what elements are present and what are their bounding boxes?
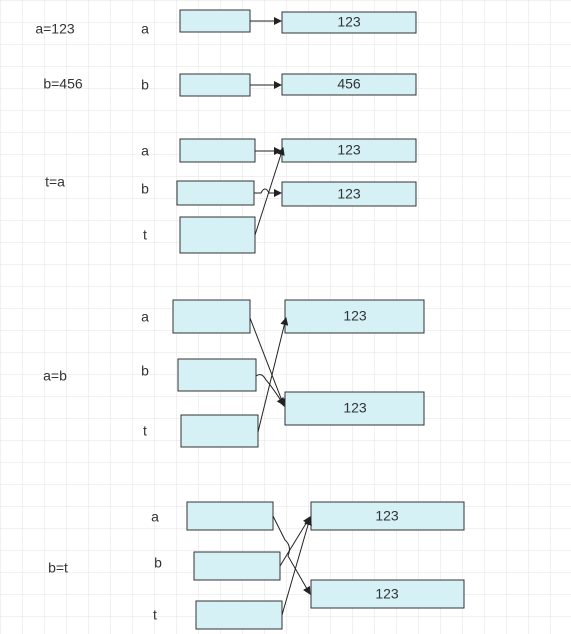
arrow bbox=[272, 515, 311, 595]
var-label: a bbox=[141, 309, 149, 325]
arrow bbox=[249, 317, 286, 407]
var-box bbox=[195, 600, 283, 630]
var-label: t bbox=[143, 227, 147, 243]
arrow bbox=[254, 147, 285, 236]
var-label: a bbox=[151, 509, 159, 525]
var-label: b bbox=[141, 181, 149, 197]
var-label: b bbox=[141, 363, 149, 379]
var-box bbox=[176, 180, 255, 206]
value-box bbox=[310, 579, 465, 609]
value-text: 123 bbox=[343, 308, 367, 324]
value-text: 123 bbox=[337, 14, 361, 30]
value-box bbox=[281, 73, 417, 96]
var-label: a bbox=[141, 21, 149, 37]
step-label: a=123 bbox=[35, 21, 75, 37]
var-box bbox=[179, 216, 256, 254]
value-box bbox=[310, 501, 465, 531]
var-box bbox=[180, 414, 259, 448]
var-box bbox=[179, 9, 251, 33]
var-box bbox=[172, 299, 251, 334]
value-box bbox=[281, 181, 417, 207]
var-box bbox=[186, 501, 274, 531]
value-box bbox=[281, 11, 417, 34]
var-box bbox=[193, 551, 281, 581]
var-box bbox=[177, 358, 257, 392]
var-label: t bbox=[153, 607, 157, 623]
var-label: a bbox=[141, 143, 149, 159]
value-text: 123 bbox=[337, 186, 361, 202]
value-box bbox=[284, 391, 425, 426]
arrow bbox=[255, 374, 285, 406]
var-label: b bbox=[141, 77, 149, 93]
value-text: 123 bbox=[375, 508, 399, 524]
value-box bbox=[284, 299, 425, 334]
step-label: b=t bbox=[48, 560, 68, 576]
arrow bbox=[281, 517, 312, 616]
step-label: a=b bbox=[43, 368, 67, 384]
var-label: t bbox=[143, 423, 147, 439]
value-text: 123 bbox=[375, 586, 399, 602]
step-label: t=a bbox=[45, 174, 65, 190]
value-text: 456 bbox=[337, 76, 361, 92]
var-label: b bbox=[154, 555, 162, 571]
arrow bbox=[257, 317, 289, 433]
var-box bbox=[179, 73, 251, 97]
var-box bbox=[179, 138, 256, 163]
value-text: 123 bbox=[343, 400, 367, 416]
step-label: b=456 bbox=[43, 76, 83, 92]
value-text: 123 bbox=[337, 142, 361, 158]
